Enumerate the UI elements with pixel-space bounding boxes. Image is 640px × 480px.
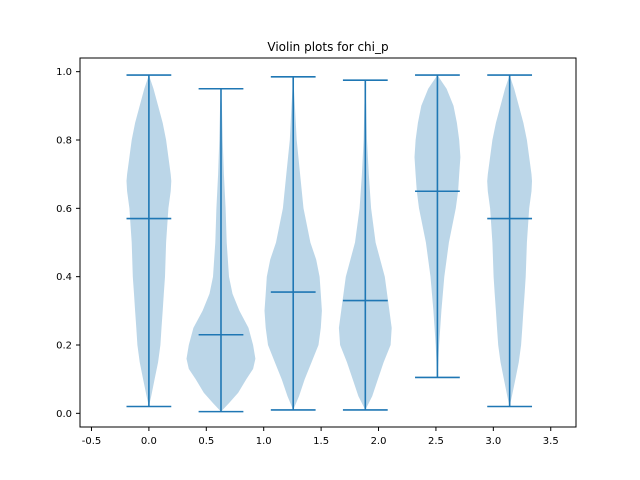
x-tick-label-5: 2.0 xyxy=(371,436,387,447)
chart-title: Violin plots for chi_p xyxy=(267,40,388,54)
plot-frame xyxy=(79,57,577,428)
y-tick-label-0: 0.0 xyxy=(56,409,72,420)
y-tick-label-5: 1.0 xyxy=(56,67,72,78)
x-tick-label-4: 1.5 xyxy=(313,436,329,447)
x-tick-label-7: 3.0 xyxy=(485,436,501,447)
y-tick-label-4: 0.8 xyxy=(56,136,72,147)
x-tick-label-2: 0.5 xyxy=(198,436,214,447)
x-tick-label-6: 2.5 xyxy=(428,436,444,447)
y-tick-label-2: 0.4 xyxy=(56,272,72,283)
y-tick-label-1: 0.2 xyxy=(56,341,72,352)
x-tick-label-1: 0.0 xyxy=(141,436,157,447)
x-tick-label-3: 1.0 xyxy=(256,436,272,447)
x-tick-label-0: -0.5 xyxy=(82,436,102,447)
y-tick-label-3: 0.6 xyxy=(56,204,72,215)
x-tick-label-8: 3.5 xyxy=(543,436,559,447)
axes-layer: -0.5 0.0 0.5 1.0 1.5 2.0 2.5 3.0 3.5 0.0 0.2 0.4 0.6… xyxy=(56,57,577,447)
violin-layer xyxy=(126,74,533,413)
